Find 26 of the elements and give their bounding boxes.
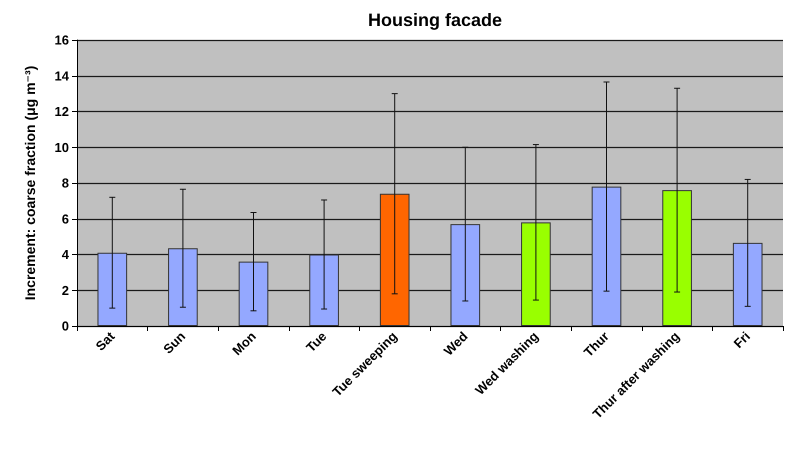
y-tick-label: 0: [62, 318, 69, 334]
chart-title: Housing facade: [368, 10, 502, 30]
y-tick-label: 16: [54, 32, 69, 48]
bar: [168, 248, 198, 326]
bar: [450, 224, 480, 326]
x-tick-label: Sun: [160, 328, 188, 357]
x-tick-label: Sat: [92, 328, 118, 354]
bar: [732, 242, 763, 326]
y-tick-label: 2: [62, 282, 69, 298]
y-tick-label: 10: [54, 140, 69, 155]
bar: [521, 222, 551, 326]
bar: [97, 252, 128, 326]
x-tick-label: Fri: [730, 328, 754, 352]
bar: [380, 194, 410, 326]
y-tick-label: 6: [62, 211, 69, 226]
y-tick-label: 4: [62, 247, 70, 262]
y-tick-label: 12: [54, 104, 69, 119]
bar: [238, 262, 268, 326]
bar: [662, 190, 692, 326]
x-tick-label: Mon: [229, 328, 259, 358]
bar: [592, 186, 622, 326]
y-tick-label: 8: [62, 176, 69, 190]
y-tick-label: 14: [54, 68, 70, 84]
x-tick-label: Tue: [303, 328, 330, 355]
y-axis-title: Increment: coarse fraction (μg m⁻³): [22, 66, 38, 300]
bar: [309, 254, 339, 326]
